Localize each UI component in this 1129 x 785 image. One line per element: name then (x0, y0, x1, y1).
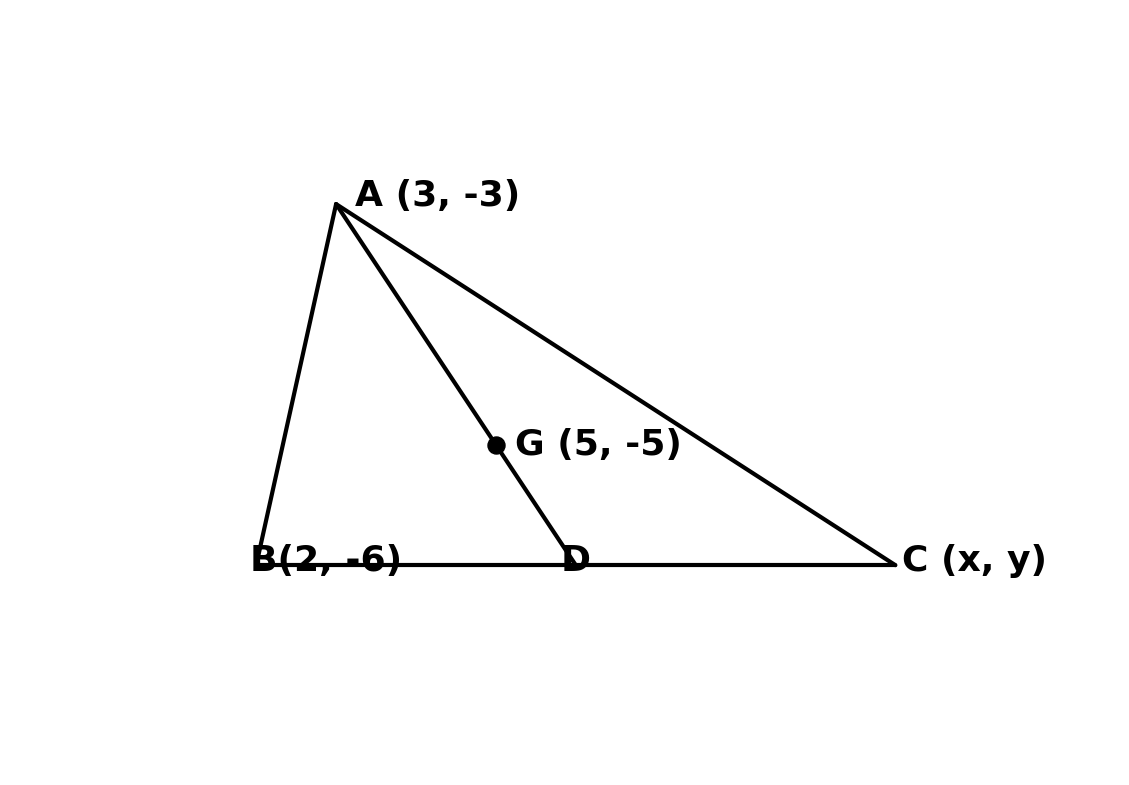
Text: D: D (561, 543, 590, 578)
Text: B(2, -6): B(2, -6) (250, 543, 402, 578)
Point (487, 439, 505, 451)
Text: G (5, -5): G (5, -5) (515, 428, 682, 462)
Text: A (3, -3): A (3, -3) (355, 179, 520, 214)
Text: C (x, y): C (x, y) (902, 543, 1047, 578)
